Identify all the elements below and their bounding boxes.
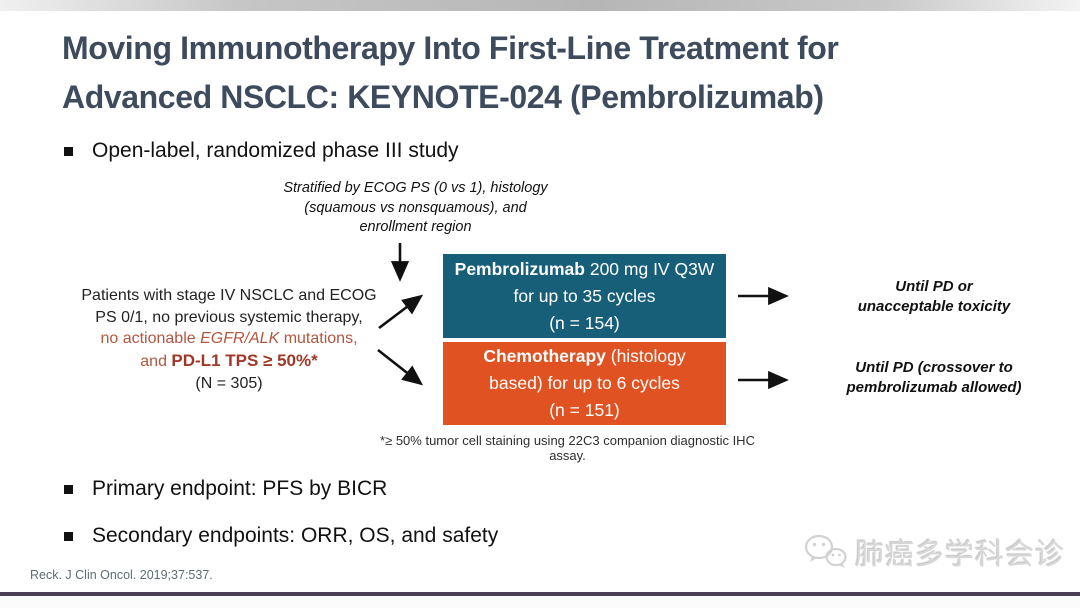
stratification-note: Stratified by ECOG PS (0 vs 1), histolog…: [258, 179, 573, 238]
bottom-divider: [0, 592, 1080, 596]
pembrolizumab-arm-box: Pembrolizumab 200 mg IV Q3W for up to 35…: [443, 254, 726, 338]
patients-line2: PS 0/1, no previous systemic therapy,: [95, 308, 363, 326]
pembro-box-line1: Pembrolizumab 200 mg IV Q3W: [454, 258, 715, 279]
bullet-secondary-endpoints: Secondary endpoints: ORR, OS, and safety: [64, 524, 498, 548]
stratification-line1: Stratified by ECOG PS (0 vs 1), histolog…: [283, 180, 548, 196]
patients-n-total: (N = 305): [195, 375, 263, 392]
outcome-chemotherapy: Until PD (crossover to pembrolizumab all…: [846, 359, 1022, 396]
bullet-square-icon: [64, 146, 73, 156]
patients-line3: no actionable EGFR/ALK mutations,: [100, 330, 358, 347]
bullet-primary-endpoint-label: Primary endpoint: PFS by BICR: [92, 477, 388, 500]
top-shadow-bar: [0, 0, 1080, 11]
chemo-box-line2: based) for up to 6 cycles: [489, 373, 680, 393]
pembro-drug-name: Pembrolizumab: [454, 258, 585, 279]
slide-title-line1: Moving Immunotherapy Into First-Line Tre…: [62, 30, 839, 66]
bullet-square-icon: [64, 484, 73, 494]
pdl1-tps-criterion: PD-L1 TPS ≥ 50%*: [171, 350, 318, 370]
bullet-study-design-label: Open-label, randomized phase III study: [92, 139, 459, 162]
bullet-study-design: Open-label, randomized phase III study: [64, 139, 459, 163]
stratification-line2: (squamous vs nonsquamous), and: [304, 199, 527, 216]
pembro-box-n: (n = 154): [549, 312, 620, 333]
outcome-pembrolizumab: Until PD or unacceptable toxicity: [857, 278, 1011, 315]
pembro-box-line2: for up to 35 cycles: [513, 285, 656, 306]
wechat-icon: [804, 534, 847, 568]
bullet-square-icon: [64, 531, 73, 541]
bottom-strip: [0, 595, 1080, 608]
stratification-line3: enrollment region: [359, 219, 472, 235]
slide-title: Moving Immunotherapy Into First-Line Tre…: [62, 24, 1002, 122]
bullet-secondary-endpoints-label: Secondary endpoints: ORR, OS, and safety: [92, 524, 499, 547]
citation: Reck. J Clin Oncol. 2019;37:537.: [30, 568, 213, 582]
footnote-tps-assay: *≥ 50% tumor cell staining using 22C3 co…: [380, 433, 755, 463]
patients-line4: and PD-L1 TPS ≥ 50%*: [140, 350, 318, 370]
chemotherapy-arm-box: Chemotherapy (histology based) for up to…: [443, 342, 726, 425]
chemo-drug-name: Chemotherapy: [483, 346, 606, 366]
patient-population-block: Patients with stage IV NSCLC and ECOG PS…: [60, 285, 398, 395]
wechat-watermark: 肺癌多学科会诊: [802, 531, 1068, 573]
patients-line1: Patients with stage IV NSCLC and ECOG: [81, 287, 377, 304]
chemo-box-line1: Chemotherapy (histology: [483, 346, 686, 366]
egfr-alk-genes: EGFR/ALK: [200, 330, 280, 347]
chemo-box-n: (n = 151): [549, 400, 620, 420]
slide-title-line2: Advanced NSCLC: KEYNOTE-024 (Pembrolizum…: [62, 79, 824, 115]
watermark-text: 肺癌多学科会诊: [855, 539, 1066, 571]
bullet-primary-endpoint: Primary endpoint: PFS by BICR: [64, 477, 387, 501]
